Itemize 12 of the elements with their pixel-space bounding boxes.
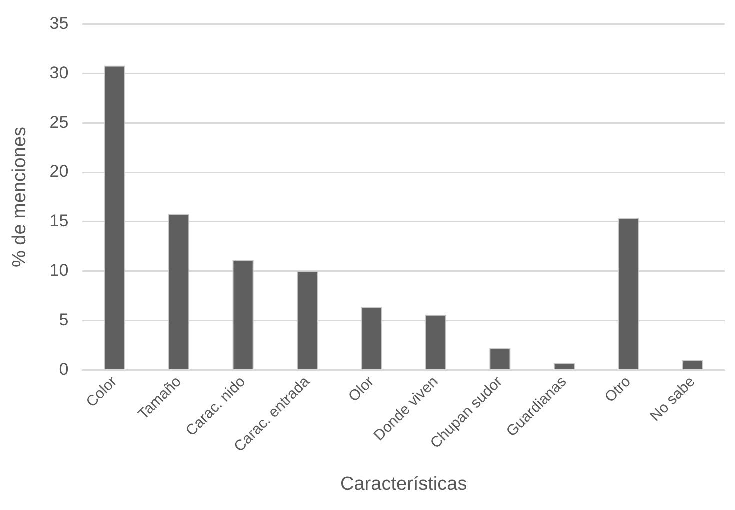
x-tick-label: Olor <box>345 373 378 406</box>
y-tick-label: 5 <box>59 310 69 330</box>
y-tick-label: 25 <box>50 112 69 132</box>
y-tick-label: 0 <box>59 360 69 379</box>
x-axis-title: Características <box>340 474 468 495</box>
y-tick-label: 30 <box>50 63 69 82</box>
y-tick-label: 35 <box>50 14 69 33</box>
y-tick-label: 15 <box>50 212 69 231</box>
y-tick-label: 10 <box>50 261 69 280</box>
y-axis-title: % de menciones <box>10 127 31 268</box>
y-tick-label: 20 <box>50 162 69 182</box>
x-tick-label: Otro <box>602 373 634 406</box>
